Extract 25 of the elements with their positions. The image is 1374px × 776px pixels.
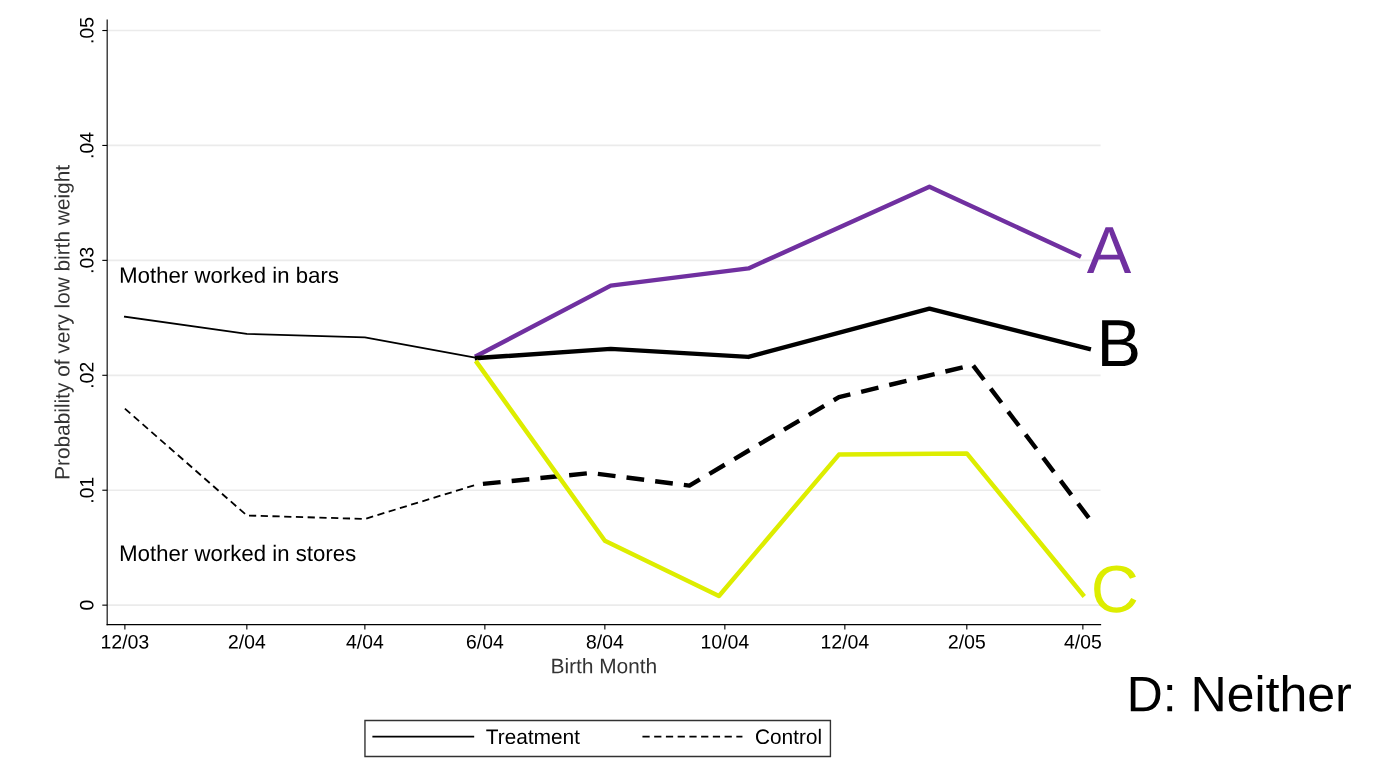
x-tick-label: 2/05 [948, 634, 985, 649]
x-tick-label: 6/04 [466, 634, 504, 649]
x-tick-label: 12/04 [822, 634, 869, 649]
series-label: B [1102, 320, 1138, 367]
y-tick-label: .04 [79, 132, 94, 158]
y-axis-title: Probability of very low birth weight [54, 165, 74, 479]
legend-label: Treatment [486, 729, 580, 745]
x-tick-label: 12/03 [102, 634, 149, 649]
x-tick-label: 4/04 [346, 634, 384, 649]
x-axis-title: Birth Month [552, 658, 656, 674]
y-tick-label: .03 [79, 247, 94, 273]
x-tick-label: 8/04 [586, 634, 624, 649]
y-tick-label: .02 [79, 362, 94, 388]
legend-label: Control [756, 728, 821, 745]
annotation: Mother worked in bars [120, 266, 339, 284]
y-tick-label: .01 [79, 477, 94, 502]
annotation: Mother worked in stores [120, 544, 356, 562]
text: D: Neither [1130, 675, 1351, 712]
x-tick-label: 4/05 [1064, 634, 1101, 649]
x-tick-label: 10/04 [702, 634, 749, 649]
series-label: A [1086, 227, 1132, 274]
series-label: C [1094, 565, 1137, 613]
x-tick-label: 2/04 [228, 634, 266, 649]
y-tick-label: .05 [79, 17, 94, 43]
y-tick-label: 0 [79, 600, 94, 610]
